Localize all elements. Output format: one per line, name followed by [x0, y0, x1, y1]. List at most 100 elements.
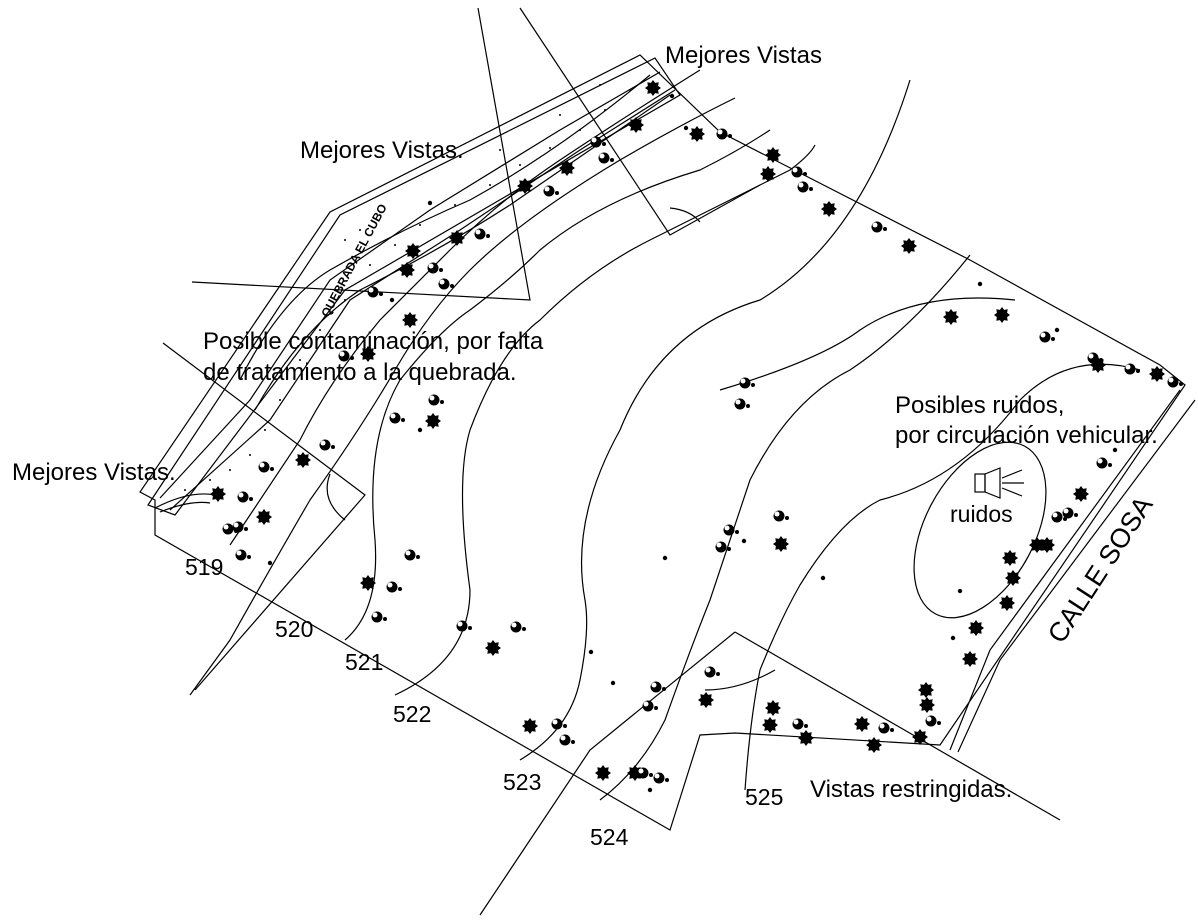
contour-519 — [229, 69, 701, 546]
point-marker — [820, 575, 826, 581]
shrub-symbol — [1096, 457, 1108, 469]
shrub-highlight — [792, 167, 798, 173]
shrub-dot — [716, 672, 720, 676]
tree-canopy — [1005, 570, 1021, 586]
tree-symbols — [210, 80, 1183, 793]
label-noise-1: Posibles ruidos, — [895, 392, 1064, 419]
tree-canopy — [360, 575, 376, 591]
point-marker — [950, 635, 956, 641]
tree-canopy — [399, 262, 415, 278]
shrub-symbol — [456, 620, 468, 632]
shrub-highlight — [339, 351, 345, 357]
shrub-highlight — [879, 723, 885, 729]
tree-canopy — [402, 312, 418, 328]
shrub-symbol — [1087, 352, 1099, 364]
point-marker — [957, 588, 963, 594]
shrub-highlight — [651, 682, 657, 688]
tree-canopy — [999, 595, 1015, 611]
shrub-highlight — [1052, 512, 1058, 518]
contour-label-519: 519 — [185, 554, 223, 580]
shrub-symbol — [590, 136, 602, 148]
shrub-symbol — [235, 549, 247, 561]
shrub-dot — [350, 356, 354, 360]
shrub-symbol — [510, 621, 522, 633]
shrub-symbol — [319, 439, 331, 451]
shrub-symbol — [723, 524, 735, 536]
shrub-symbol — [543, 185, 555, 197]
shrub-symbol — [1124, 363, 1136, 375]
shrub-highlight — [439, 279, 445, 285]
shrub-dot — [803, 172, 807, 176]
tree-canopy — [485, 640, 501, 656]
tree-canopy — [405, 243, 421, 259]
shrub-dot — [610, 158, 614, 162]
site-boundary — [139, 54, 1186, 831]
shrub-highlight — [368, 287, 374, 293]
shrub-dot — [1179, 382, 1183, 386]
creek-hatch — [184, 84, 631, 491]
shrub-highlight — [591, 137, 597, 143]
shrub-highlight — [1063, 508, 1069, 514]
shrub-highlight — [475, 229, 481, 235]
tree-canopy — [765, 700, 781, 716]
tree-canopy — [1002, 550, 1018, 566]
shrub-highlight — [560, 735, 566, 741]
shrub-highlight — [872, 222, 878, 228]
shrub-highlight — [405, 550, 411, 556]
point-marker — [1112, 447, 1118, 453]
shrub-highlight — [654, 773, 660, 779]
contour-521 — [344, 129, 771, 641]
shrub-highlight — [1040, 332, 1046, 338]
shrub-highlight — [1168, 377, 1174, 383]
shrub-symbol — [438, 278, 450, 290]
shrub-symbol — [878, 722, 890, 734]
tree-canopy — [765, 147, 781, 163]
shrub-highlight — [643, 701, 649, 707]
shrub-dot — [1108, 463, 1112, 467]
point-marker — [588, 649, 594, 655]
shrub-symbol — [404, 549, 416, 561]
shrub-dot — [468, 626, 472, 630]
shrub-dot — [883, 227, 887, 231]
shrub-dot — [654, 706, 658, 710]
shrub-symbol — [386, 581, 398, 593]
tree-canopy — [1029, 537, 1045, 553]
tree-canopy — [821, 201, 837, 217]
tree-canopy — [595, 765, 611, 781]
shrub-dot — [785, 516, 789, 520]
shrub-dot — [522, 627, 526, 631]
shrub-highlight — [1097, 458, 1103, 464]
shrub-dot — [379, 292, 383, 296]
contour-label-524: 524 — [590, 824, 629, 850]
label-noise-2: por circulación vehicular. — [895, 422, 1158, 449]
shrub-highlight — [259, 462, 265, 468]
point-marker — [662, 555, 668, 561]
shrub-dot — [416, 555, 420, 559]
shrub-dot — [439, 268, 443, 272]
tree-canopy — [918, 682, 934, 698]
tree-canopy — [912, 729, 928, 745]
shrub-symbol — [222, 523, 234, 535]
shrub-highlight — [798, 182, 804, 188]
shrub-dot — [809, 187, 813, 191]
shrub-dot — [804, 724, 808, 728]
contour-label-521: 521 — [345, 649, 383, 675]
shrub-dot — [247, 555, 251, 559]
shrub-highlight — [599, 153, 605, 159]
shrub-dot — [751, 383, 755, 387]
shrub-dot — [450, 284, 454, 288]
tree-canopy — [901, 238, 917, 254]
shrub-symbol — [739, 377, 751, 389]
tree-canopy — [773, 536, 789, 552]
tree-canopy — [798, 730, 814, 746]
tree-canopy — [559, 160, 575, 176]
shrub-symbol — [559, 734, 571, 746]
shrub-dot — [571, 740, 575, 744]
shrub-dot — [662, 687, 666, 691]
shrub-highlight — [390, 413, 396, 419]
shrub-highlight — [740, 378, 746, 384]
shrub-symbol — [715, 541, 727, 553]
tree-canopy — [645, 80, 661, 96]
shrub-symbol — [791, 166, 803, 178]
shrub-highlight — [233, 522, 239, 528]
